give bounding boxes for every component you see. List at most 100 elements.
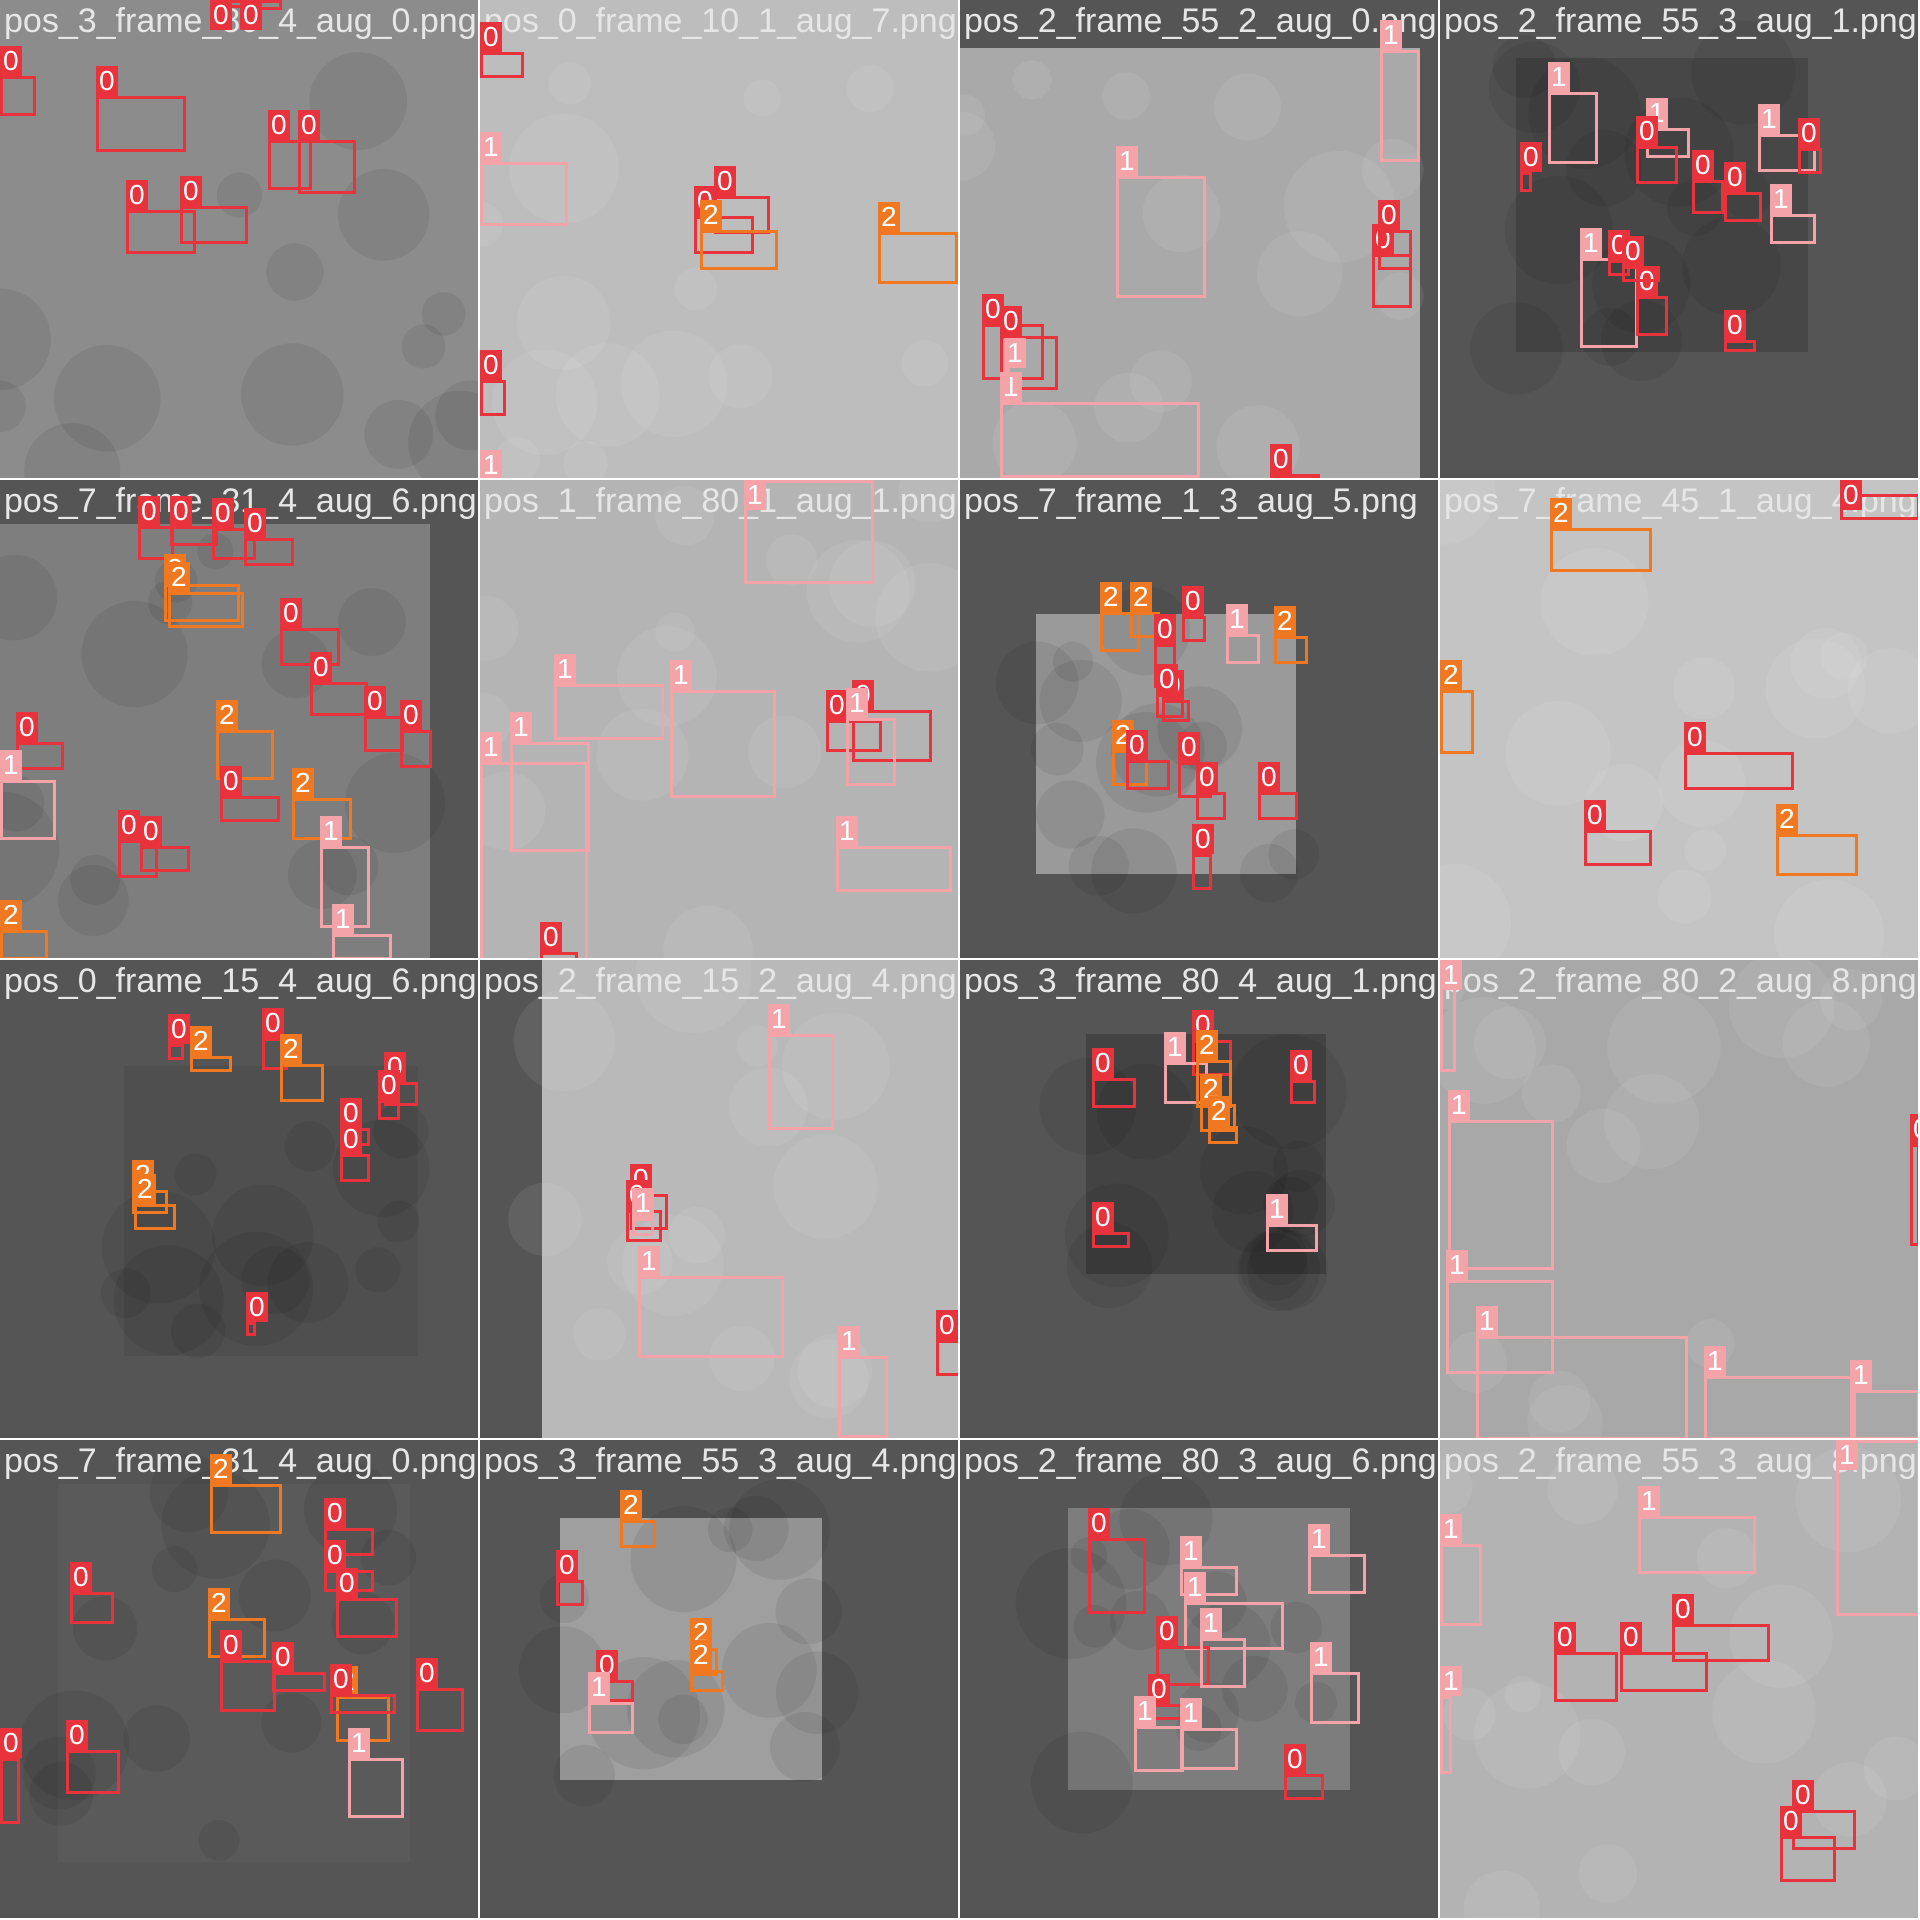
detection-box — [66, 1750, 120, 1794]
class-label: 2 — [216, 700, 238, 730]
class-label: 1 — [1770, 184, 1792, 214]
detection-box — [1004, 368, 1010, 388]
detection-box — [118, 840, 158, 878]
detection-box — [480, 380, 506, 416]
detection-box — [1850, 1390, 1918, 1438]
class-label: 0 — [324, 1540, 346, 1570]
class-label: 0 — [66, 1720, 88, 1750]
class-label: 1 — [1380, 20, 1402, 50]
detection-box — [96, 96, 186, 152]
class-label: 2 — [878, 202, 900, 232]
class-label: 0 — [268, 110, 290, 140]
microscopy-image — [480, 960, 958, 1438]
class-label: 0 — [1178, 732, 1200, 762]
detection-box — [1184, 1602, 1284, 1650]
class-label: 0 — [262, 1008, 284, 1038]
detection-box — [1440, 690, 1474, 754]
microscopy-image — [0, 480, 478, 958]
class-label: 0 — [1672, 1594, 1694, 1624]
class-label: 0 — [336, 1568, 358, 1598]
class-label: 0 — [330, 1664, 352, 1694]
class-label: 0 — [1584, 800, 1606, 830]
detection-box — [348, 1758, 404, 1818]
class-label: 2 — [1274, 606, 1296, 636]
class-label: 0 — [540, 922, 562, 952]
class-label: 0 — [936, 1310, 958, 1340]
detection-box — [480, 52, 524, 78]
class-label: 0 — [416, 1658, 438, 1688]
class-label: 1 — [1448, 1090, 1470, 1120]
image-tile: pos_2_frame_80_3_aug_6.png 0 1 1 1 0 1 1 0 1 1 0 — [960, 1440, 1438, 1918]
detection-box — [1770, 214, 1816, 244]
detection-box — [638, 1276, 784, 1358]
image-tile: pos_3_frame_55_3_aug_4.png 2 0 2 2 0 1 — [480, 1440, 958, 1918]
detection-box — [212, 528, 256, 560]
class-label: 0 — [310, 652, 332, 682]
detection-box — [836, 846, 952, 892]
class-label: 1 — [1440, 960, 1462, 990]
class-label: 0 — [982, 294, 1004, 324]
detection-box — [168, 1044, 184, 1060]
class-label: 0 — [210, 0, 232, 30]
detection-box — [1180, 1728, 1238, 1770]
detection-box — [1208, 1126, 1238, 1144]
class-label: 1 — [846, 688, 868, 718]
class-label: 0 — [1910, 1114, 1918, 1144]
class-label: 0 — [298, 110, 320, 140]
class-label: 1 — [744, 480, 766, 510]
class-label: 1 — [1180, 1536, 1202, 1566]
detection-box — [332, 934, 392, 958]
microscopy-image — [480, 480, 958, 958]
class-label: 2 — [1196, 1030, 1218, 1060]
detection-box — [620, 1520, 656, 1548]
class-label: 1 — [332, 904, 354, 934]
detection-box — [480, 162, 568, 226]
class-label: 1 — [554, 654, 576, 684]
detection-box — [378, 1100, 400, 1120]
detection-box — [216, 730, 274, 780]
class-label: 1 — [1184, 1572, 1206, 1602]
class-label: 0 — [1622, 236, 1644, 266]
class-label: 0 — [1182, 586, 1204, 616]
image-tile: pos_2_frame_80_2_aug_8.png1111110 — [1440, 960, 1918, 1438]
detection-box — [556, 1580, 584, 1606]
detection-box — [1226, 634, 1260, 664]
detection-box — [1092, 1232, 1130, 1248]
detection-box — [1000, 402, 1200, 478]
class-label: 0 — [96, 66, 118, 96]
class-label: 0 — [1284, 1744, 1306, 1774]
detection-box — [1636, 296, 1668, 336]
image-tile: pos_1_frame_80_1_aug_1.png1110011110 — [480, 480, 958, 958]
class-label: 2 — [1776, 804, 1798, 834]
class-label: 0 — [170, 496, 192, 526]
class-label: 0 — [0, 46, 22, 76]
detection-box — [310, 682, 368, 716]
class-label: 0 — [1088, 1508, 1110, 1538]
detection-box — [244, 538, 294, 566]
detection-box — [336, 1598, 398, 1638]
microscopy-image — [960, 1440, 1438, 1918]
detection-box — [180, 206, 248, 244]
image-tile: pos_3_frame_80_4_aug_0.png00000000 — [0, 0, 478, 478]
class-label: 0 — [126, 180, 148, 210]
class-label: 2 — [292, 768, 314, 798]
class-label: 0 — [1156, 1616, 1178, 1646]
class-label: 1 — [836, 816, 858, 846]
detection-box — [1636, 146, 1678, 184]
class-label: 2 — [210, 1454, 232, 1484]
microscopy-image — [1440, 960, 1918, 1438]
class-label: 1 — [1704, 1346, 1726, 1376]
detection-box — [164, 584, 240, 622]
detection-box — [1798, 148, 1822, 174]
detection-box — [744, 480, 874, 584]
class-label: 0 — [1154, 614, 1176, 644]
class-label: 0 — [1792, 1780, 1814, 1810]
detection-box — [1440, 1544, 1482, 1626]
class-label: 0 — [400, 700, 422, 730]
image-tile: pos_7_frame_31_4_aug_0.png20000200200100 — [0, 1440, 478, 1918]
detection-box — [1284, 1774, 1324, 1800]
microscopy-image — [0, 1440, 478, 1918]
detection-box — [170, 526, 218, 546]
class-label: 0 — [556, 1550, 578, 1580]
detection-box — [220, 796, 280, 822]
